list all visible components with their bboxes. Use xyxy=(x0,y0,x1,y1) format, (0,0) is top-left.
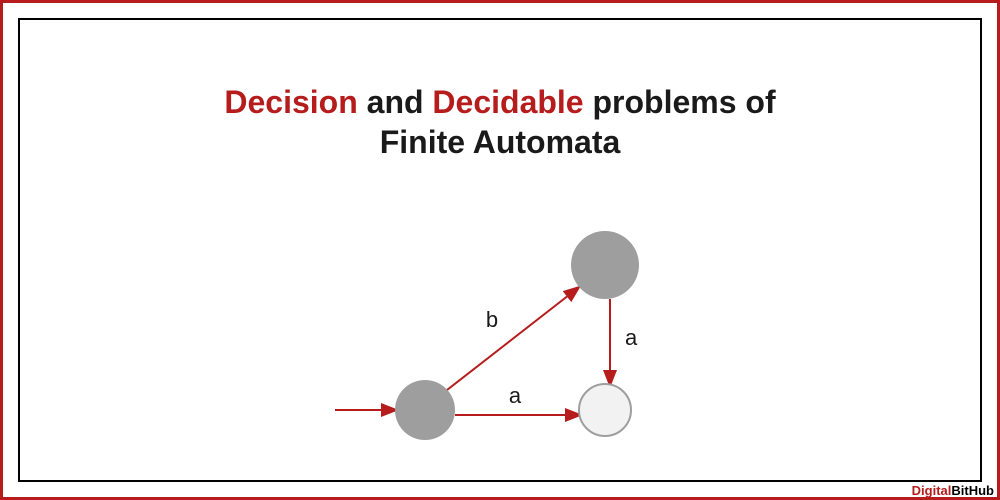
automaton-diagram: a b a xyxy=(320,215,720,475)
title-word-decidable: Decidable xyxy=(432,84,583,120)
edge-label-a1: a xyxy=(509,383,522,408)
state-q2 xyxy=(579,384,631,436)
edge-q0-q1 xyxy=(447,288,578,390)
state-q0 xyxy=(395,380,455,440)
edge-label-a2: a xyxy=(625,325,638,350)
title-word-problems: problems of xyxy=(592,84,775,120)
state-q1 xyxy=(571,231,639,299)
page-title: Decision and Decidable problems of Finit… xyxy=(20,82,980,162)
brand-part1: Digital xyxy=(912,483,952,498)
inner-border: Decision and Decidable problems of Finit… xyxy=(18,18,982,482)
title-word-decision: Decision xyxy=(224,84,357,120)
brand-part2: BitHub xyxy=(951,483,994,498)
branding: DigitalBitHub xyxy=(912,483,994,498)
title-word-and: and xyxy=(367,84,424,120)
edge-label-b: b xyxy=(486,307,498,332)
title-line2: Finite Automata xyxy=(380,124,621,160)
